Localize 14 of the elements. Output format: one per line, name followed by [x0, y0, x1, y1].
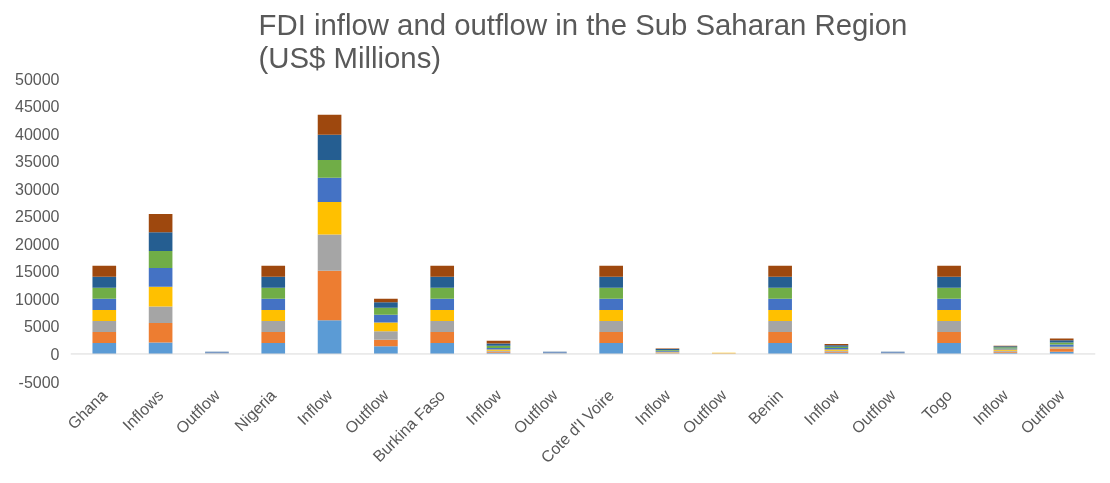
y-tick-label: 35000: [15, 153, 60, 171]
y-tick-label: 15000: [15, 263, 60, 281]
y-tick-label: 10000: [15, 290, 60, 308]
y-tick-label: 50000: [15, 70, 60, 88]
y-tick-label: 20000: [15, 235, 60, 253]
y-tick-label: 45000: [15, 98, 60, 116]
y-tick-label: 25000: [15, 208, 60, 226]
y-tick-label: -5000: [18, 373, 60, 391]
y-tick-label: 0: [50, 345, 60, 363]
x-tick-label: Togo: [918, 386, 956, 424]
chart-title: FDI inflow and outflow in the Sub Saharan Region (US$ Millions): [258, 7, 908, 74]
y-tick-label: 5000: [23, 318, 60, 336]
y-tick-label: 40000: [15, 125, 60, 143]
y-tick-label: 30000: [15, 180, 60, 198]
